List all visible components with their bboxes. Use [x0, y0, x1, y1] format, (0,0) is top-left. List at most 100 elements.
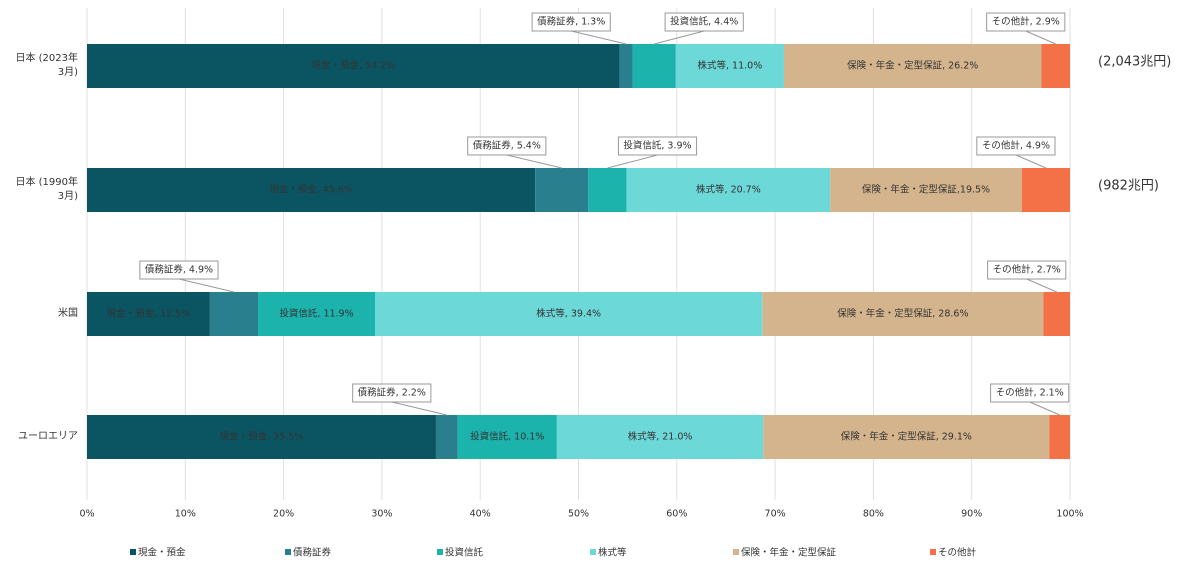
bar-segment	[435, 415, 458, 459]
bar-segment	[258, 292, 376, 336]
callout-box	[139, 260, 219, 280]
callout-pointer	[1026, 278, 1057, 293]
callout-pointer	[1029, 401, 1060, 416]
data-label: 債務証券, 1.3%	[537, 16, 605, 28]
callout-pointer	[178, 278, 235, 293]
callout-pointer	[607, 154, 658, 169]
data-label: 株式等, 39.4%	[536, 308, 601, 320]
bar-segment	[763, 415, 1050, 459]
callout-pointer	[654, 30, 705, 45]
bar-segment	[1021, 168, 1070, 212]
x-tick-label: 80%	[863, 509, 884, 520]
x-tick-label: 10%	[175, 509, 196, 520]
callout	[352, 383, 447, 416]
x-tick-label: 60%	[666, 509, 687, 520]
callout-box	[531, 12, 611, 32]
data-label: その他計, 2.9%	[992, 16, 1060, 28]
callout	[654, 12, 744, 45]
bar-segment	[783, 44, 1042, 88]
legend-label: その他計	[938, 547, 977, 559]
callout-box	[987, 260, 1067, 280]
callout-box	[976, 136, 1056, 156]
data-label: その他計, 2.7%	[993, 264, 1061, 276]
data-label: 投資信託, 4.4%	[670, 16, 738, 28]
callout-box	[990, 383, 1070, 403]
callout-pointer	[391, 401, 447, 416]
x-tick-label: 70%	[765, 509, 786, 520]
x-tick-label: 30%	[371, 509, 392, 520]
data-label: 現金・預金, 35.5%	[220, 431, 304, 443]
legend-swatch	[590, 549, 596, 555]
legend-label: 投資信託	[445, 547, 484, 559]
y-tick-label: ユーロエリア	[18, 431, 78, 442]
callout	[531, 12, 627, 45]
legend-swatch	[285, 549, 291, 555]
legend-label: 債務証券	[293, 547, 332, 559]
data-label: 保険・年金・定型保証, 28.6%	[837, 308, 968, 320]
y-tick-label: 日本 (2023年 3月)	[15, 53, 78, 78]
x-tick-label: 40%	[470, 509, 491, 520]
annotation: (2,043兆円)	[1098, 55, 1171, 70]
callout	[607, 136, 698, 169]
x-tick-label: 0%	[79, 509, 94, 520]
bar-segment	[1049, 415, 1070, 459]
callout-box	[352, 383, 432, 403]
data-label: 株式等, 11.0%	[698, 60, 763, 72]
bar-segment	[762, 292, 1044, 336]
bar-segment	[632, 44, 676, 88]
data-label: 保険・年金・定型保証, 26.2%	[847, 60, 978, 72]
legend-swatch	[930, 549, 936, 555]
bar-segment	[1043, 292, 1070, 336]
callout	[990, 383, 1070, 416]
callout	[986, 12, 1066, 45]
bar-segment	[1041, 44, 1070, 88]
legend-swatch	[437, 549, 443, 555]
legend-swatch	[130, 549, 136, 555]
callout-box	[467, 136, 547, 156]
bar-segment	[87, 292, 210, 336]
bar-segment	[619, 44, 633, 88]
data-label: 現金・預金, 12.5%	[107, 308, 191, 320]
data-label: 債務証券, 4.9%	[145, 264, 213, 276]
bar-segment	[87, 415, 436, 459]
x-tick-label: 20%	[273, 509, 294, 520]
y-tick-label: 日本 (1990年 3月)	[15, 177, 78, 202]
legend-label: 現金・預金	[138, 547, 186, 559]
data-label: 投資信託, 3.9%	[623, 140, 691, 152]
bar-segment	[457, 415, 557, 459]
legend-label: 保険・年金・定型保証	[741, 547, 837, 559]
data-label: 投資信託, 11.9%	[279, 308, 353, 320]
callout-pointer	[506, 154, 562, 169]
callout-pointer	[1025, 30, 1056, 45]
data-label: 株式等, 20.7%	[696, 184, 761, 196]
legend-label: 株式等	[598, 547, 627, 559]
bar-segment	[535, 168, 589, 212]
y-tick-label: 米国	[58, 308, 78, 319]
callout	[987, 260, 1067, 293]
callout	[976, 136, 1056, 169]
x-tick-label: 50%	[568, 509, 589, 520]
bar-segment	[209, 292, 259, 336]
data-label: その他計, 2.1%	[996, 387, 1064, 399]
callout-box	[617, 136, 698, 156]
legend-swatch	[733, 549, 739, 555]
callout-box	[664, 12, 744, 32]
bar-segment	[626, 168, 831, 212]
bar-segment	[830, 168, 1022, 212]
data-label: 保険・年金・定型保証,19.5%	[862, 184, 990, 196]
callout-pointer	[1015, 154, 1047, 169]
callout-pointer	[571, 30, 627, 45]
bar-segment	[588, 168, 627, 212]
x-tick-label: 100%	[1056, 509, 1083, 520]
bar-segment	[87, 168, 536, 212]
data-label: 債務証券, 2.2%	[358, 387, 426, 399]
bar-segment	[556, 415, 764, 459]
bar-segment	[375, 292, 763, 336]
annotation: (982兆円)	[1098, 179, 1159, 194]
data-label: 債務証券, 5.4%	[473, 140, 541, 152]
callout-box	[986, 12, 1066, 32]
data-label: その他計, 4.9%	[982, 140, 1050, 152]
data-label: 投資信託, 10.1%	[470, 431, 544, 443]
